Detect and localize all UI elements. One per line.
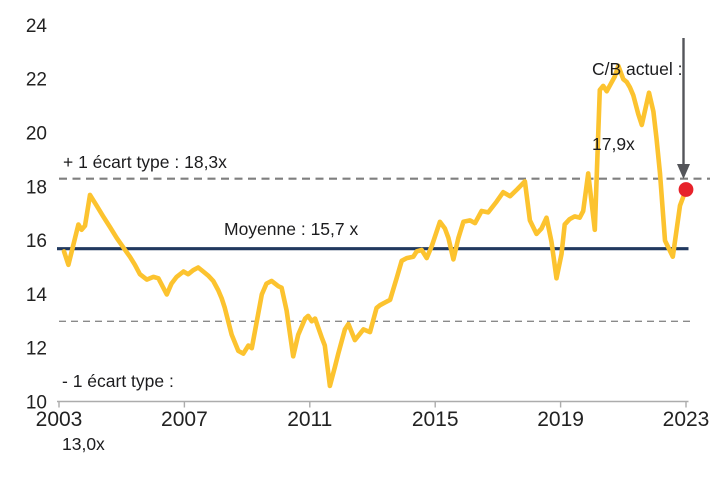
pe-ratio-chart: 2003 2007 2011 2015 2019 2023 10 12 14 16 18 20 22 24 [26, 16, 710, 431]
x-tick-label: 2003 [36, 408, 83, 431]
y-tick-label: 20 [26, 124, 47, 145]
pe-series-line [61, 63, 689, 389]
pe-ratio-chart-canvas: 2003 2007 2011 2015 2019 2023 10 12 14 16 18 20 22 24… [26, 7, 710, 454]
current-pe-marker [678, 182, 694, 197]
y-tick-label: 24 [26, 16, 48, 37]
y-tick-label: 16 [26, 231, 47, 252]
x-tick-label: 2023 [663, 408, 710, 431]
current-pe-label: C/B actuel : 17,9x [592, 7, 682, 207]
std-minus-label-line1: - 1 écart type : [62, 371, 174, 391]
x-tick-label: 2007 [161, 408, 208, 431]
std-minus-label-line2: 13,0x [62, 434, 105, 454]
current-pe-label-value: 17,9x [592, 134, 635, 154]
x-tick-label: 2015 [412, 408, 459, 431]
y-tick-label: 22 [26, 70, 47, 91]
std-plus-label: + 1 écart type : 18,3x [63, 152, 227, 172]
x-tick-label: 2019 [537, 408, 584, 431]
current-pe-label-line1: C/B actuel : [592, 59, 683, 79]
y-tick-label: 18 [26, 177, 47, 198]
x-tick-label: 2011 [287, 408, 332, 431]
std-minus-label: - 1 écart type : 13,0x [62, 329, 174, 497]
arrow-head-icon [677, 164, 690, 179]
y-tick-label: 10 [26, 393, 47, 414]
y-tick-label: 14 [26, 285, 48, 306]
mean-label: Moyenne : 15,7 x [224, 219, 359, 239]
y-tick-label: 12 [26, 339, 47, 360]
